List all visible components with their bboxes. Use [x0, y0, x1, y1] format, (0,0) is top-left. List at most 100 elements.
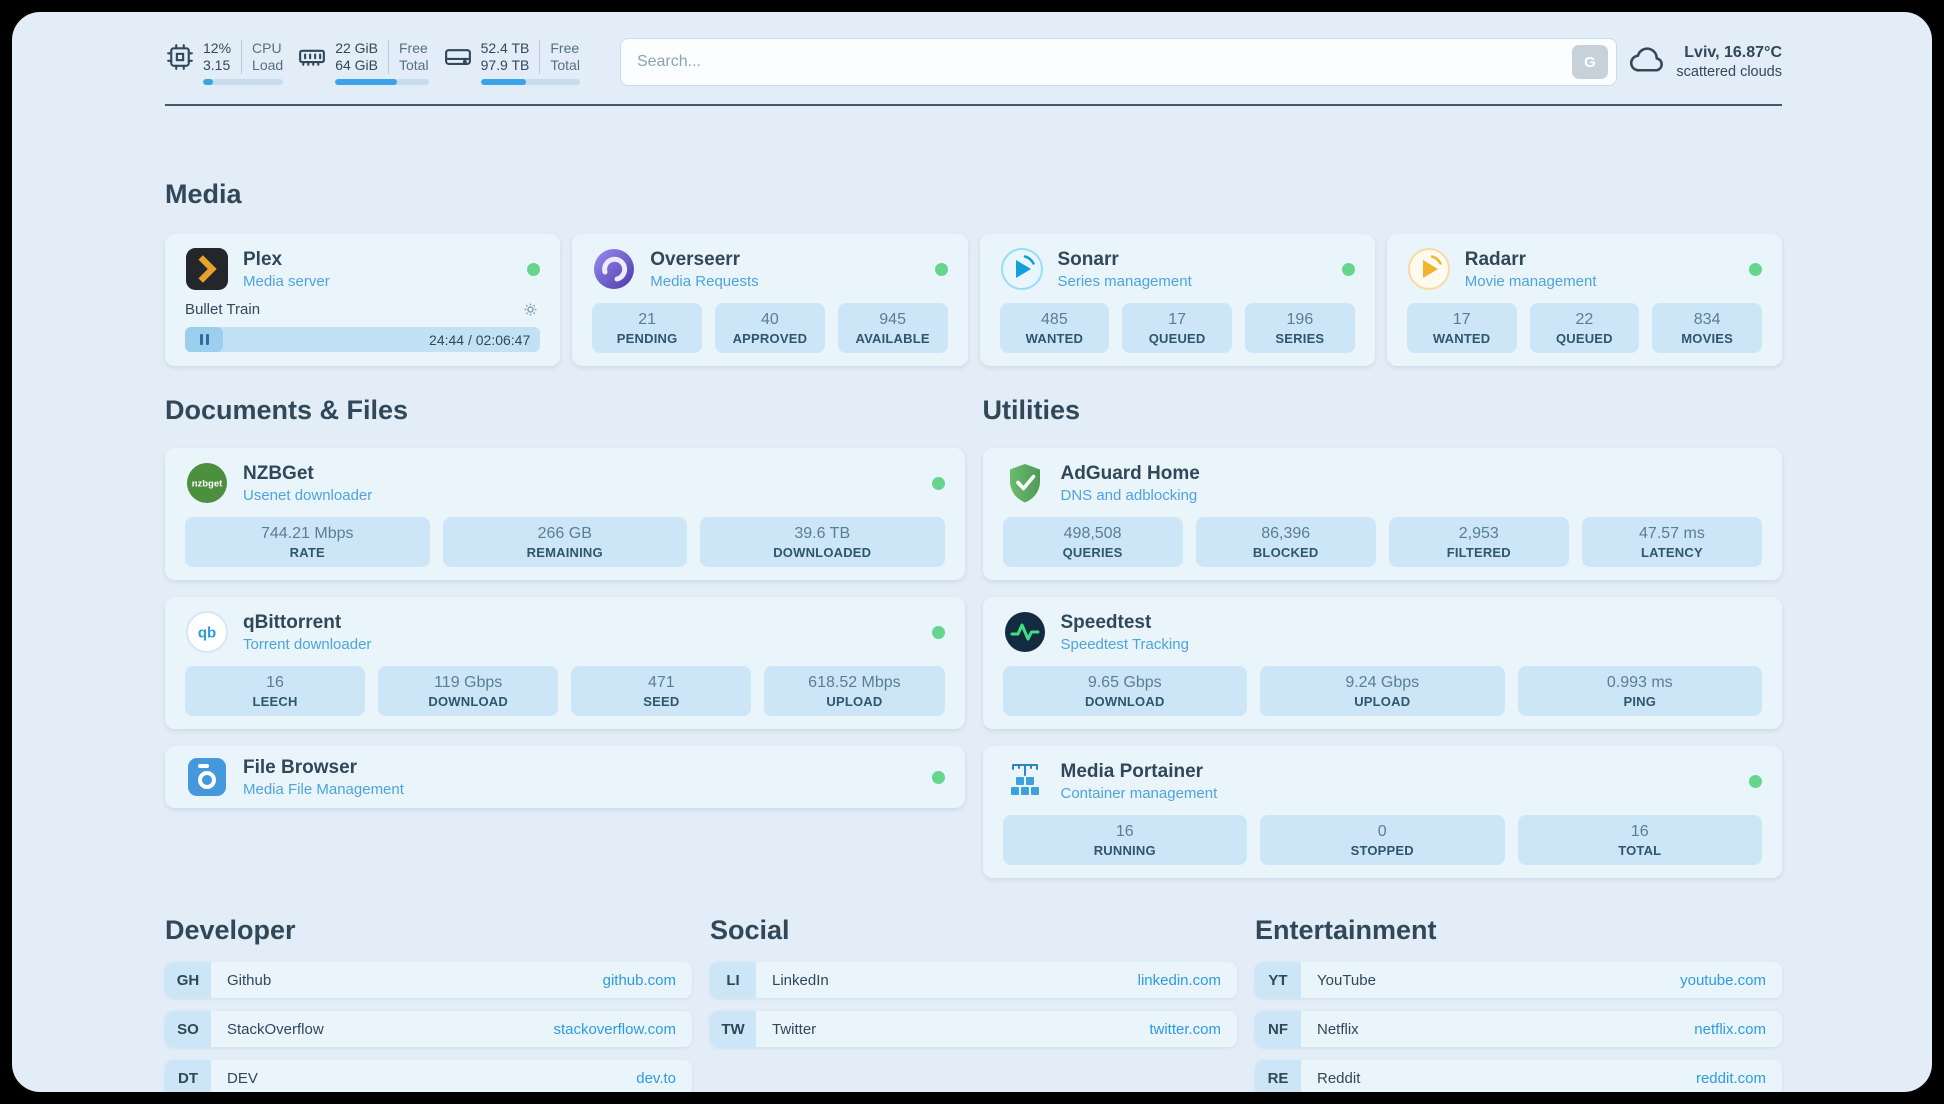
- disk-metric: 52.4 TB 97.9 TB Free Total: [443, 39, 580, 85]
- section-title-utilities: Utilities: [982, 395, 1081, 425]
- stat-upload: 9.24 Gbps UPLOAD: [1260, 666, 1505, 716]
- speedtest-titles: Speedtest Speedtest Tracking: [1061, 611, 1189, 654]
- app-card-plex[interactable]: Plex Media server Bullet Train 24:44 / 0…: [165, 234, 561, 366]
- app-name: Media Portainer: [1060, 760, 1204, 782]
- bookmarks-area: Developer GH Github github.com SO StackO…: [165, 914, 1782, 1092]
- search-engine-button[interactable]: G: [1571, 45, 1608, 79]
- stat-ping: 0.993 ms PING: [1517, 666, 1762, 716]
- stat-value: 119 Gbps: [434, 673, 503, 691]
- app-subtitle: DNS and adblocking: [1060, 486, 1198, 504]
- bookmark-name: StackOverflow: [227, 1020, 324, 1038]
- stat-value: 21: [638, 310, 657, 328]
- overseerr-titles: Overseerr Media Requests: [650, 248, 758, 291]
- bookmark-url[interactable]: reddit.com: [1695, 1069, 1766, 1087]
- memory-label-1: Free: [399, 39, 428, 56]
- svg-text:qb: qb: [198, 625, 216, 642]
- stat-value: 945: [879, 310, 906, 328]
- stat-downloaded: 39.6 TB DOWNLOADED: [700, 517, 945, 567]
- stats-row: 9.65 Gbps DOWNLOAD 9.24 Gbps UPLOAD 0.99…: [1002, 666, 1762, 716]
- adguard-titles: AdGuard Home DNS and adblocking: [1061, 462, 1200, 505]
- stat-value: 471: [647, 673, 675, 691]
- app-name: AdGuard Home: [1060, 462, 1200, 484]
- app-card-speedtest[interactable]: Speedtest Speedtest Tracking 9.65 Gbps D…: [982, 597, 1782, 729]
- bookmark-url[interactable]: netflix.com: [1694, 1020, 1766, 1038]
- app-name: Overseerr: [650, 248, 741, 270]
- stat-queued: 22 QUEUED: [1529, 303, 1640, 353]
- app-card-nzbget[interactable]: nzbget NZBGet Usenet downloader 744.21 M…: [165, 448, 965, 580]
- stat-label: FILTERED: [1446, 544, 1511, 560]
- bookmark-abbr: TW: [710, 1011, 756, 1047]
- stat-download: 119 Gbps DOWNLOAD: [378, 666, 559, 716]
- utilities-column: Utilities AdGuard Home DNS and adblockin…: [982, 394, 1782, 878]
- cpu-labels: CPU Load: [241, 39, 283, 74]
- app-card-adguard[interactable]: AdGuard Home DNS and adblocking 498,508 …: [982, 448, 1782, 580]
- app-subtitle: Media Requests: [650, 272, 759, 290]
- pause-button[interactable]: [185, 327, 223, 352]
- portainer-header: Media Portainer Container management: [1003, 759, 1762, 803]
- stat-value: 22: [1575, 310, 1594, 328]
- nzbget-header: nzbget NZBGet Usenet downloader: [185, 461, 945, 505]
- plex-icon: [185, 247, 229, 291]
- search-bar[interactable]: G: [619, 38, 1617, 86]
- bookmark-stackoverflow[interactable]: SO StackOverflow stackoverflow.com: [165, 1011, 692, 1047]
- stat-value: 744.21 Mbps: [260, 524, 354, 542]
- cpu-metric-row: 12% 3.15 CPU Load: [165, 39, 283, 74]
- filebrowser-icon: [185, 755, 229, 799]
- bookmark-name: LinkedIn: [772, 971, 829, 989]
- radarr-icon: [1407, 247, 1451, 291]
- disk-icon: [443, 42, 473, 72]
- stat-total: 16 TOTAL: [1517, 815, 1762, 865]
- app-card-portainer[interactable]: Media Portainer Container management 16 …: [982, 746, 1782, 878]
- stat-value: 47.57 ms: [1639, 524, 1705, 542]
- stat-value: 86,396: [1261, 524, 1311, 542]
- stat-value: 834: [1693, 310, 1721, 328]
- status-dot: [1749, 262, 1762, 276]
- settings-gear-icon[interactable]: [521, 300, 540, 319]
- stats-row: 16 LEECH 119 Gbps DOWNLOAD 471 SEED: [185, 666, 945, 716]
- bookmark-youtube[interactable]: YT YouTube youtube.com: [1255, 962, 1782, 998]
- memory-metric: 22 GiB 64 GiB Free Total: [297, 39, 429, 85]
- header-bar: 12% 3.15 CPU Load 22 GiB 64 GiB: [165, 38, 1782, 106]
- search-input[interactable]: [636, 53, 1572, 71]
- app-card-radarr[interactable]: Radarr Movie management 17 WANTED 22 QUE…: [1386, 234, 1782, 366]
- bookmark-url[interactable]: linkedin.com: [1137, 971, 1221, 989]
- app-name: Plex: [243, 248, 283, 270]
- speedtest-icon: [1003, 610, 1047, 654]
- stat-rate: 744.21 Mbps RATE: [185, 517, 430, 567]
- bookmark-github[interactable]: GH Github github.com: [165, 962, 692, 998]
- stat-label: WANTED: [1432, 330, 1491, 346]
- status-dot: [527, 262, 541, 276]
- app-card-sonarr[interactable]: Sonarr Series management 485 WANTED 17 Q…: [979, 234, 1375, 366]
- overseerr-icon: [592, 247, 636, 291]
- bookmark-linkedin[interactable]: LI LinkedIn linkedin.com: [710, 962, 1237, 998]
- portainer-titles: Media Portainer Container management: [1061, 760, 1218, 803]
- app-subtitle: Media File Management: [243, 780, 404, 798]
- playback-progress-bar[interactable]: 24:44 / 02:06:47: [185, 327, 541, 352]
- bookmark-reddit[interactable]: RE Reddit reddit.com: [1255, 1060, 1782, 1092]
- stat-wanted: 17 WANTED: [1406, 303, 1517, 353]
- bookmark-url[interactable]: stackoverflow.com: [553, 1020, 676, 1038]
- cpu-values: 12% 3.15: [203, 40, 241, 74]
- bookmark-dev[interactable]: DT DEV dev.to: [165, 1060, 692, 1092]
- stat-value: 196: [1286, 310, 1314, 328]
- stat-value: 17: [1452, 310, 1471, 328]
- bookmark-url[interactable]: github.com: [602, 971, 676, 989]
- stat-label: PING: [1623, 693, 1657, 709]
- bookmark-url[interactable]: twitter.com: [1149, 1020, 1221, 1038]
- app-card-filebrowser[interactable]: File Browser Media File Management: [165, 746, 965, 808]
- adguard-header: AdGuard Home DNS and adblocking: [1003, 461, 1763, 505]
- utilities-card-stack: AdGuard Home DNS and adblocking 498,508 …: [982, 448, 1782, 878]
- stat-label: REMAINING: [526, 544, 603, 560]
- bookmark-url[interactable]: dev.to: [636, 1069, 676, 1087]
- bookmark-abbr: NF: [1255, 1011, 1301, 1047]
- app-card-overseerr[interactable]: Overseerr Media Requests 21 PENDING 40 A…: [572, 234, 968, 366]
- app-subtitle: Speedtest Tracking: [1060, 635, 1189, 653]
- bookmark-abbr: GH: [165, 962, 211, 998]
- status-dot: [931, 476, 945, 490]
- bookmark-url[interactable]: youtube.com: [1680, 971, 1766, 989]
- bookmark-name: Reddit: [1317, 1069, 1361, 1087]
- stat-label: DOWNLOAD: [428, 693, 508, 709]
- bookmark-netflix[interactable]: NF Netflix netflix.com: [1255, 1011, 1782, 1047]
- app-card-qbittorrent[interactable]: qb qBittorrent Torrent downloader 16: [165, 597, 965, 729]
- bookmark-twitter[interactable]: TW Twitter twitter.com: [710, 1011, 1237, 1047]
